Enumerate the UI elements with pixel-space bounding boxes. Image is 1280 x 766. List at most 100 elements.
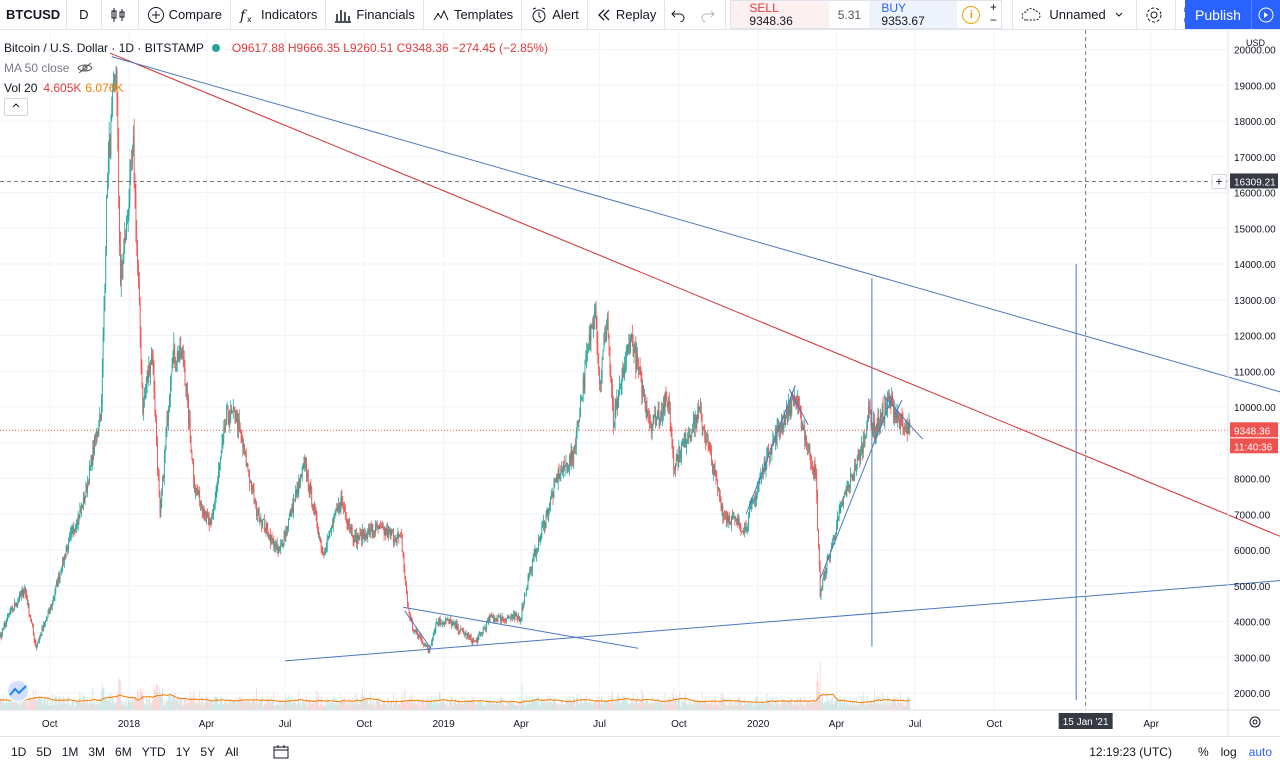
quantity-stepper[interactable]: + − bbox=[985, 1, 1001, 28]
alert-button[interactable]: Alert bbox=[522, 0, 588, 29]
range-button-1y[interactable]: 1Y bbox=[171, 745, 196, 759]
candle-body bbox=[880, 413, 881, 425]
volume-bar bbox=[601, 696, 602, 710]
volume-bar bbox=[216, 697, 217, 710]
candle-body bbox=[150, 364, 151, 375]
compare-button[interactable]: Compare bbox=[139, 0, 231, 29]
candle-body bbox=[783, 425, 784, 430]
volume-bar bbox=[345, 702, 346, 710]
settings-button[interactable] bbox=[1137, 0, 1176, 29]
volume-bar bbox=[718, 705, 719, 710]
tradingview-logo[interactable] bbox=[5, 680, 31, 702]
volume-bar bbox=[124, 706, 125, 710]
candle-body bbox=[838, 516, 839, 517]
templates-button[interactable]: Templates bbox=[424, 0, 522, 29]
candle-body bbox=[553, 484, 554, 498]
minus-icon[interactable]: − bbox=[990, 14, 997, 27]
volume-bar bbox=[496, 703, 497, 710]
candle-body bbox=[30, 617, 31, 622]
candle-body bbox=[205, 518, 206, 519]
financials-button[interactable]: Financials bbox=[326, 0, 424, 29]
volume-bar bbox=[645, 703, 646, 710]
volume-bar bbox=[713, 706, 714, 710]
eye-hidden-icon[interactable] bbox=[77, 62, 93, 74]
sell-button[interactable]: SELL 9348.36 bbox=[731, 1, 829, 28]
x-tick-label: Jul bbox=[279, 719, 292, 730]
candle-body bbox=[572, 457, 573, 462]
price-chart[interactable]: 2000.003000.004000.005000.006000.007000.… bbox=[0, 30, 1280, 736]
range-button-5d[interactable]: 5D bbox=[31, 745, 56, 759]
x-tick-label: Apr bbox=[1143, 719, 1159, 730]
volume-bar bbox=[273, 692, 274, 710]
volume-label[interactable]: Vol 20 bbox=[4, 78, 37, 98]
candle-body bbox=[687, 441, 688, 442]
candle-body bbox=[17, 603, 18, 606]
replay-button[interactable]: Replay bbox=[588, 0, 665, 29]
volume-bar bbox=[822, 693, 823, 710]
volume-bar bbox=[278, 702, 279, 710]
volume-bar bbox=[354, 704, 355, 710]
candle-body bbox=[488, 617, 489, 621]
candle-body bbox=[241, 432, 242, 435]
legend-collapse-button[interactable] bbox=[4, 98, 28, 116]
volume-bar bbox=[253, 701, 254, 710]
range-button-6m[interactable]: 6M bbox=[110, 745, 137, 759]
symbol-title[interactable]: Bitcoin / U.S. Dollar · 1D · BITSTAMP bbox=[4, 38, 204, 58]
layout-menu-button[interactable]: Unnamed bbox=[1012, 0, 1136, 29]
candle-body bbox=[199, 490, 200, 504]
volume-bar bbox=[62, 702, 63, 710]
range-button-5y[interactable]: 5Y bbox=[195, 745, 220, 759]
candle-body bbox=[491, 615, 492, 618]
volume-bar bbox=[865, 704, 866, 710]
interval-button[interactable]: D bbox=[67, 0, 101, 29]
symbol-search-button[interactable]: BTCUSD bbox=[0, 0, 67, 29]
auto-toggle[interactable]: auto bbox=[1249, 745, 1272, 759]
volume-bar bbox=[732, 705, 733, 710]
volume-bar bbox=[44, 699, 45, 710]
range-button-3m[interactable]: 3M bbox=[83, 745, 110, 759]
volume-bar bbox=[846, 705, 847, 710]
candle-body bbox=[615, 408, 616, 423]
candle-body bbox=[498, 616, 499, 618]
candle-body bbox=[61, 573, 62, 574]
log-toggle[interactable]: log bbox=[1221, 745, 1237, 759]
volume-bar bbox=[80, 702, 81, 710]
ma-label[interactable]: MA 50 close bbox=[4, 58, 69, 78]
redo-button[interactable] bbox=[695, 0, 726, 29]
buy-button[interactable]: BUY 9353.67 bbox=[869, 1, 957, 28]
candle-body bbox=[298, 479, 299, 493]
volume-bar bbox=[658, 701, 659, 710]
volume-bar bbox=[853, 707, 854, 710]
volume-bar bbox=[390, 703, 391, 710]
candle-body bbox=[237, 413, 238, 429]
chart-type-button[interactable] bbox=[102, 0, 139, 29]
publish-menu-button[interactable] bbox=[1251, 0, 1280, 29]
volume-bar bbox=[182, 706, 183, 710]
volume-bar bbox=[76, 701, 77, 710]
candle-body bbox=[173, 351, 174, 363]
candle-body bbox=[570, 456, 571, 463]
percent-toggle[interactable]: % bbox=[1198, 745, 1209, 759]
undo-button[interactable] bbox=[665, 0, 695, 29]
candle-body bbox=[569, 456, 570, 467]
goto-date-button[interactable] bbox=[273, 745, 289, 759]
range-button-1m[interactable]: 1M bbox=[57, 745, 84, 759]
publish-button[interactable]: Publish bbox=[1185, 0, 1251, 29]
volume-bar bbox=[797, 698, 798, 710]
volume-bar bbox=[267, 695, 268, 710]
candle-body bbox=[770, 453, 771, 458]
volume-bar bbox=[563, 704, 564, 710]
candle-body bbox=[43, 624, 44, 629]
candle-body bbox=[6, 620, 7, 625]
clock[interactable]: 12:19:23 (UTC) bbox=[1089, 745, 1172, 759]
range-button-1d[interactable]: 1D bbox=[6, 745, 31, 759]
candle-body bbox=[413, 630, 414, 631]
volume-bar bbox=[765, 704, 766, 710]
volume-bar bbox=[833, 704, 834, 710]
range-button-ytd[interactable]: YTD bbox=[137, 745, 171, 759]
range-button-all[interactable]: All bbox=[220, 745, 243, 759]
volume-bar bbox=[476, 704, 477, 710]
candle-body bbox=[648, 417, 649, 420]
info-button[interactable]: i bbox=[957, 1, 985, 28]
